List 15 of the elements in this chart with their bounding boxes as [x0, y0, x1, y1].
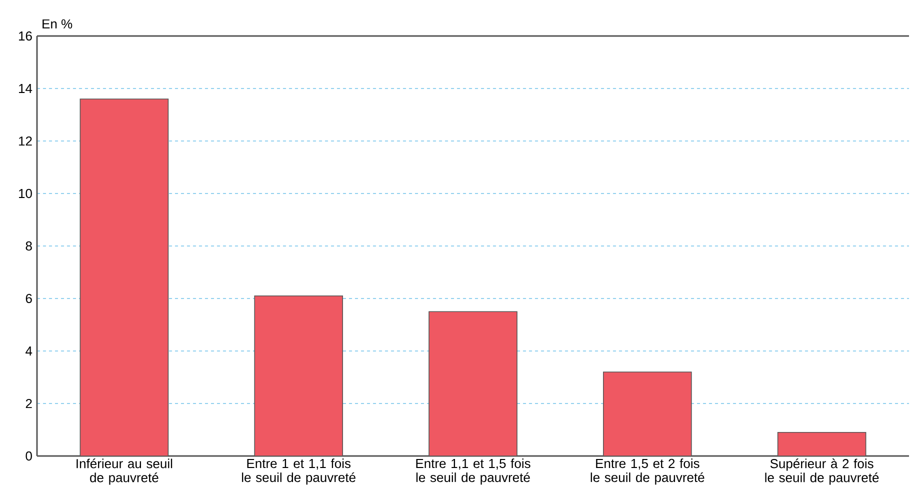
x-tick-label: Entre 1 et 1,1 fois le seuil de pauvreté: [242, 458, 356, 485]
x-tick-label: Supérieur à 2 fois le seuil de pauvreté: [765, 458, 879, 485]
y-tick-label: 14: [18, 84, 32, 93]
y-axis-title: En %: [42, 19, 72, 28]
x-tick-label: Inférieur au seuil de pauvreté: [76, 458, 172, 485]
y-tick-label: 12: [18, 136, 32, 146]
y-tick-label: 6: [26, 294, 32, 304]
y-tick-label: 2: [26, 398, 32, 408]
x-tick-label: Entre 1,1 et 1,5 fois le seuil de pauvreté: [416, 458, 530, 485]
y-tick-label: 0: [26, 451, 32, 461]
y-tick-label: 16: [18, 31, 32, 41]
x-tick-label: Entre 1,5 et 2 fois le seuil de pauvreté: [590, 458, 704, 485]
y-tick-label: 4: [26, 346, 32, 356]
y-tick-label: 10: [18, 188, 32, 198]
y-tick-label: 8: [26, 241, 32, 251]
